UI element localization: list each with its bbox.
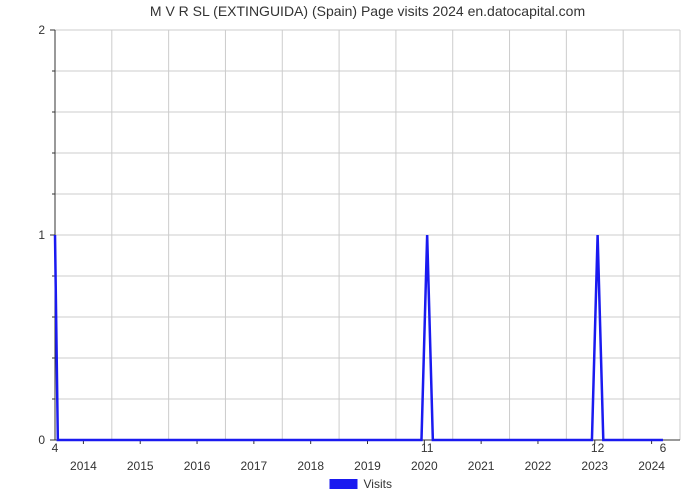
svg-text:2018: 2018 [297, 459, 324, 473]
series-line-visits [55, 235, 663, 440]
chart-title: M V R SL (EXTINGUIDA) (Spain) Page visit… [150, 3, 585, 19]
visits-chart: M V R SL (EXTINGUIDA) (Spain) Page visit… [0, 0, 700, 500]
svg-text:2014: 2014 [70, 459, 97, 473]
legend-swatch [330, 479, 358, 489]
svg-text:2020: 2020 [411, 459, 438, 473]
svg-text:2: 2 [38, 23, 45, 37]
svg-text:1: 1 [38, 228, 45, 242]
svg-text:2016: 2016 [184, 459, 211, 473]
gridlines [55, 30, 680, 440]
chart-svg: M V R SL (EXTINGUIDA) (Spain) Page visit… [0, 0, 700, 500]
svg-text:4: 4 [52, 441, 59, 455]
svg-text:2019: 2019 [354, 459, 381, 473]
svg-text:12: 12 [591, 441, 605, 455]
y-ticks: 0 1 2 [38, 23, 55, 447]
svg-text:2017: 2017 [241, 459, 268, 473]
x-ticks: 2014 2015 2016 2017 2018 2019 2020 2021 2022 2023… [70, 440, 665, 473]
svg-text:11: 11 [421, 441, 434, 455]
svg-text:2015: 2015 [127, 459, 154, 473]
legend: Visits [330, 477, 392, 491]
svg-text:0: 0 [38, 433, 45, 447]
svg-text:2022: 2022 [525, 459, 552, 473]
legend-label: Visits [364, 477, 392, 491]
svg-text:6: 6 [660, 441, 667, 455]
svg-text:2023: 2023 [581, 459, 608, 473]
svg-text:2021: 2021 [468, 459, 495, 473]
svg-text:2024: 2024 [638, 459, 665, 473]
count-labels: 4 11 12 6 [52, 441, 667, 455]
